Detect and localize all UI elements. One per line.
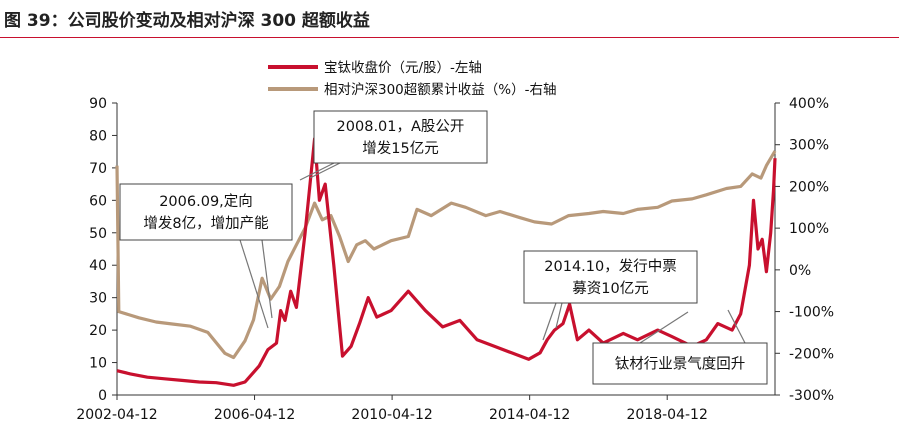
annotation-2006-box bbox=[119, 183, 293, 241]
annotation-2008-leader bbox=[299, 162, 335, 181]
annotation-recovery: 钛材行业景气度回升 bbox=[592, 309, 768, 385]
annotation-recovery-leader bbox=[639, 311, 689, 344]
x-tick-label: 2010-04-12 bbox=[351, 407, 432, 423]
annotation-2014-box bbox=[523, 250, 698, 304]
price-line bbox=[116, 137, 777, 387]
figure-title: 图 39：公司股价变动及相对沪深 300 超额收益 bbox=[4, 11, 370, 31]
chart-annotations: 2008.01，A股公开增发15亿元2006.09,定向增发8亿，增加产能201… bbox=[119, 110, 768, 385]
annotation-2014-text: 募资10亿元 bbox=[572, 280, 648, 297]
x-tick-label: 2018-04-12 bbox=[627, 407, 708, 423]
annotation-recovery-box bbox=[592, 342, 768, 385]
legend-price-label: 宝钛收盘价（元/股）-左轴 bbox=[324, 59, 482, 76]
annotation-recovery-text: 钛材行业景气度回升 bbox=[615, 356, 746, 373]
annotation-2014-text: 2014.10，发行中票 bbox=[544, 258, 676, 275]
annotation-2006-leader bbox=[261, 239, 273, 319]
right-tick-label: 0% bbox=[789, 263, 811, 279]
left-tick-label: 20 bbox=[89, 323, 107, 339]
annotation-2014-leader bbox=[555, 302, 563, 329]
legend-excess-return-label: 相对沪深300超额累计收益（%）-右轴 bbox=[324, 82, 556, 98]
right-tick-label: -300% bbox=[789, 388, 834, 404]
annotation-2008-text: 增发15亿元 bbox=[362, 140, 438, 157]
title-rule bbox=[0, 37, 899, 38]
annotation-2014-leader bbox=[542, 302, 557, 341]
left-tick-label: 80 bbox=[89, 128, 107, 144]
left-tick-label: 50 bbox=[89, 226, 107, 242]
right-tick-label: 300% bbox=[789, 138, 829, 154]
left-tick-label: 30 bbox=[89, 291, 107, 307]
right-tick-label: 400% bbox=[789, 96, 829, 112]
annotation-2006-text: 2006.09,定向 bbox=[159, 193, 253, 210]
left-tick-label: 40 bbox=[89, 258, 107, 274]
annotation-2006-text: 增发8亿，增加产能 bbox=[143, 215, 268, 232]
annotation-2006-leader bbox=[239, 239, 269, 329]
right-tick-label: 200% bbox=[789, 179, 829, 195]
left-tick-label: 60 bbox=[89, 193, 107, 209]
annotation-recovery-leader bbox=[727, 309, 746, 344]
chart-ticks: 0 10 20 30 40 50 60 70 80 90 -300% -200% -100% 0% 100%… bbox=[76, 96, 834, 423]
right-tick-label: 100% bbox=[789, 221, 829, 237]
annotation-2008-box bbox=[313, 110, 488, 164]
annotation-2008-leader bbox=[309, 162, 341, 179]
right-tick-label: -100% bbox=[789, 305, 834, 321]
left-tick-label: 70 bbox=[89, 161, 107, 177]
left-tick-label: 10 bbox=[89, 356, 107, 372]
excess-return-line bbox=[115, 150, 777, 360]
x-tick-label: 2006-04-12 bbox=[214, 407, 295, 423]
left-tick-label: 90 bbox=[89, 96, 107, 112]
left-tick-label: 0 bbox=[98, 388, 107, 404]
annotation-2008-text: 2008.01，A股公开 bbox=[337, 119, 465, 135]
chart-lines bbox=[115, 137, 777, 387]
x-tick-label: 2014-04-12 bbox=[489, 407, 570, 423]
right-tick-label: -200% bbox=[789, 346, 834, 362]
x-tick-label: 2002-04-12 bbox=[76, 407, 157, 423]
